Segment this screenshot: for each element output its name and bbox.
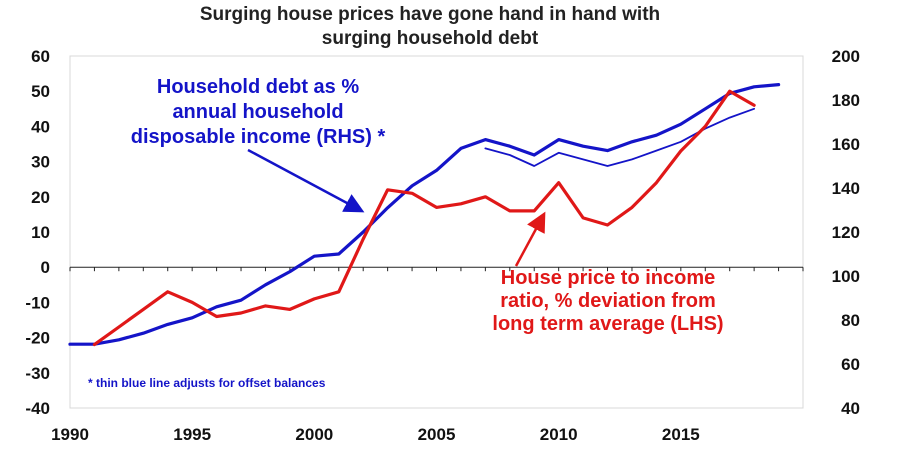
debt-label-line-3: disposable income (RHS) *	[131, 126, 386, 148]
debt-label-line-1: Household debt as %	[157, 76, 359, 98]
right-axis: 200 180 160 140 120 100 80 60 40	[832, 47, 860, 418]
x-tick-label: 2005	[418, 425, 456, 444]
right-tick-label: 200	[832, 47, 860, 66]
left-tick-label: 20	[31, 188, 50, 207]
debt-label-line-2: annual household	[172, 101, 343, 123]
debt-pointer-arrow	[247, 148, 365, 213]
offset-adjusted-debt-line	[484, 107, 755, 167]
x-tick-label: 1995	[173, 425, 211, 444]
right-tick-label: 140	[832, 179, 860, 198]
left-tick-label: -40	[25, 399, 50, 418]
right-tick-label: 100	[832, 267, 860, 286]
left-tick-label: -30	[25, 364, 50, 383]
left-tick-label: 0	[41, 258, 50, 277]
x-tick-label: 2015	[662, 425, 700, 444]
debt-series-line	[68, 82, 781, 346]
left-tick-label: -20	[25, 329, 50, 348]
series-layer	[68, 82, 781, 347]
x-tick-marks	[69, 267, 804, 272]
x-tick-label: 1990	[51, 425, 89, 444]
offset-footnote: * thin blue line adjusts for offset bala…	[88, 376, 326, 390]
chart-title-line-1: Surging house prices have gone hand in h…	[200, 4, 660, 25]
left-axis: 60 50 40 30 20 10 0 -10 -20 -30 -40	[25, 47, 50, 418]
left-tick-label: 10	[31, 223, 50, 242]
price-label-line-2: ratio, % deviation from	[500, 290, 716, 312]
left-tick-label: -10	[25, 293, 50, 312]
house-price-series-line	[92, 89, 756, 347]
left-tick-label: 30	[31, 153, 50, 172]
right-tick-label: 180	[832, 91, 860, 110]
left-tick-label: 60	[31, 47, 50, 66]
right-tick-label: 40	[841, 399, 860, 418]
x-axis: 1990 1995 2000 2005 2010 2015	[51, 425, 700, 444]
x-tick-label: 2000	[295, 425, 333, 444]
price-pointer-arrow	[514, 211, 546, 267]
right-tick-label: 160	[832, 135, 860, 154]
price-label-line-1: House price to income	[501, 267, 716, 289]
left-tick-label: 50	[31, 82, 50, 101]
right-tick-label: 80	[841, 311, 860, 330]
left-tick-label: 40	[31, 117, 50, 136]
chart-title-line-2: surging household debt	[322, 28, 539, 49]
price-label-line-3: long term average (LHS)	[492, 313, 723, 335]
x-tick-label: 2010	[540, 425, 578, 444]
right-tick-label: 120	[832, 223, 860, 242]
plot-frame	[69, 55, 804, 409]
right-tick-label: 60	[841, 355, 860, 374]
